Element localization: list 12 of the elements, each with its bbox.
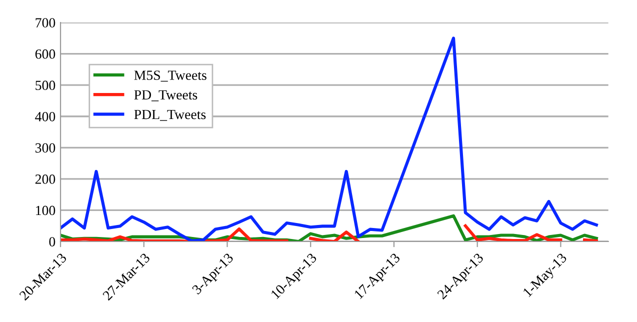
y-tick-label: 600 — [35, 49, 56, 59]
y-tick-label: 400 — [35, 112, 56, 122]
y-tick-label: 500 — [36, 80, 56, 90]
legend-label: M5S_Tweets — [134, 70, 206, 82]
y-tick-label: 300 — [35, 143, 56, 153]
y-tick-label: 700 — [36, 18, 56, 28]
legend-label: PD_Tweets — [134, 90, 198, 102]
y-tick-label: 0 — [49, 237, 56, 246]
y-tick-label: 100 — [36, 206, 56, 216]
legend-label: PDL_Tweets — [134, 110, 206, 121]
line-series — [60, 36, 598, 242]
y-tick-label: 200 — [35, 174, 56, 184]
